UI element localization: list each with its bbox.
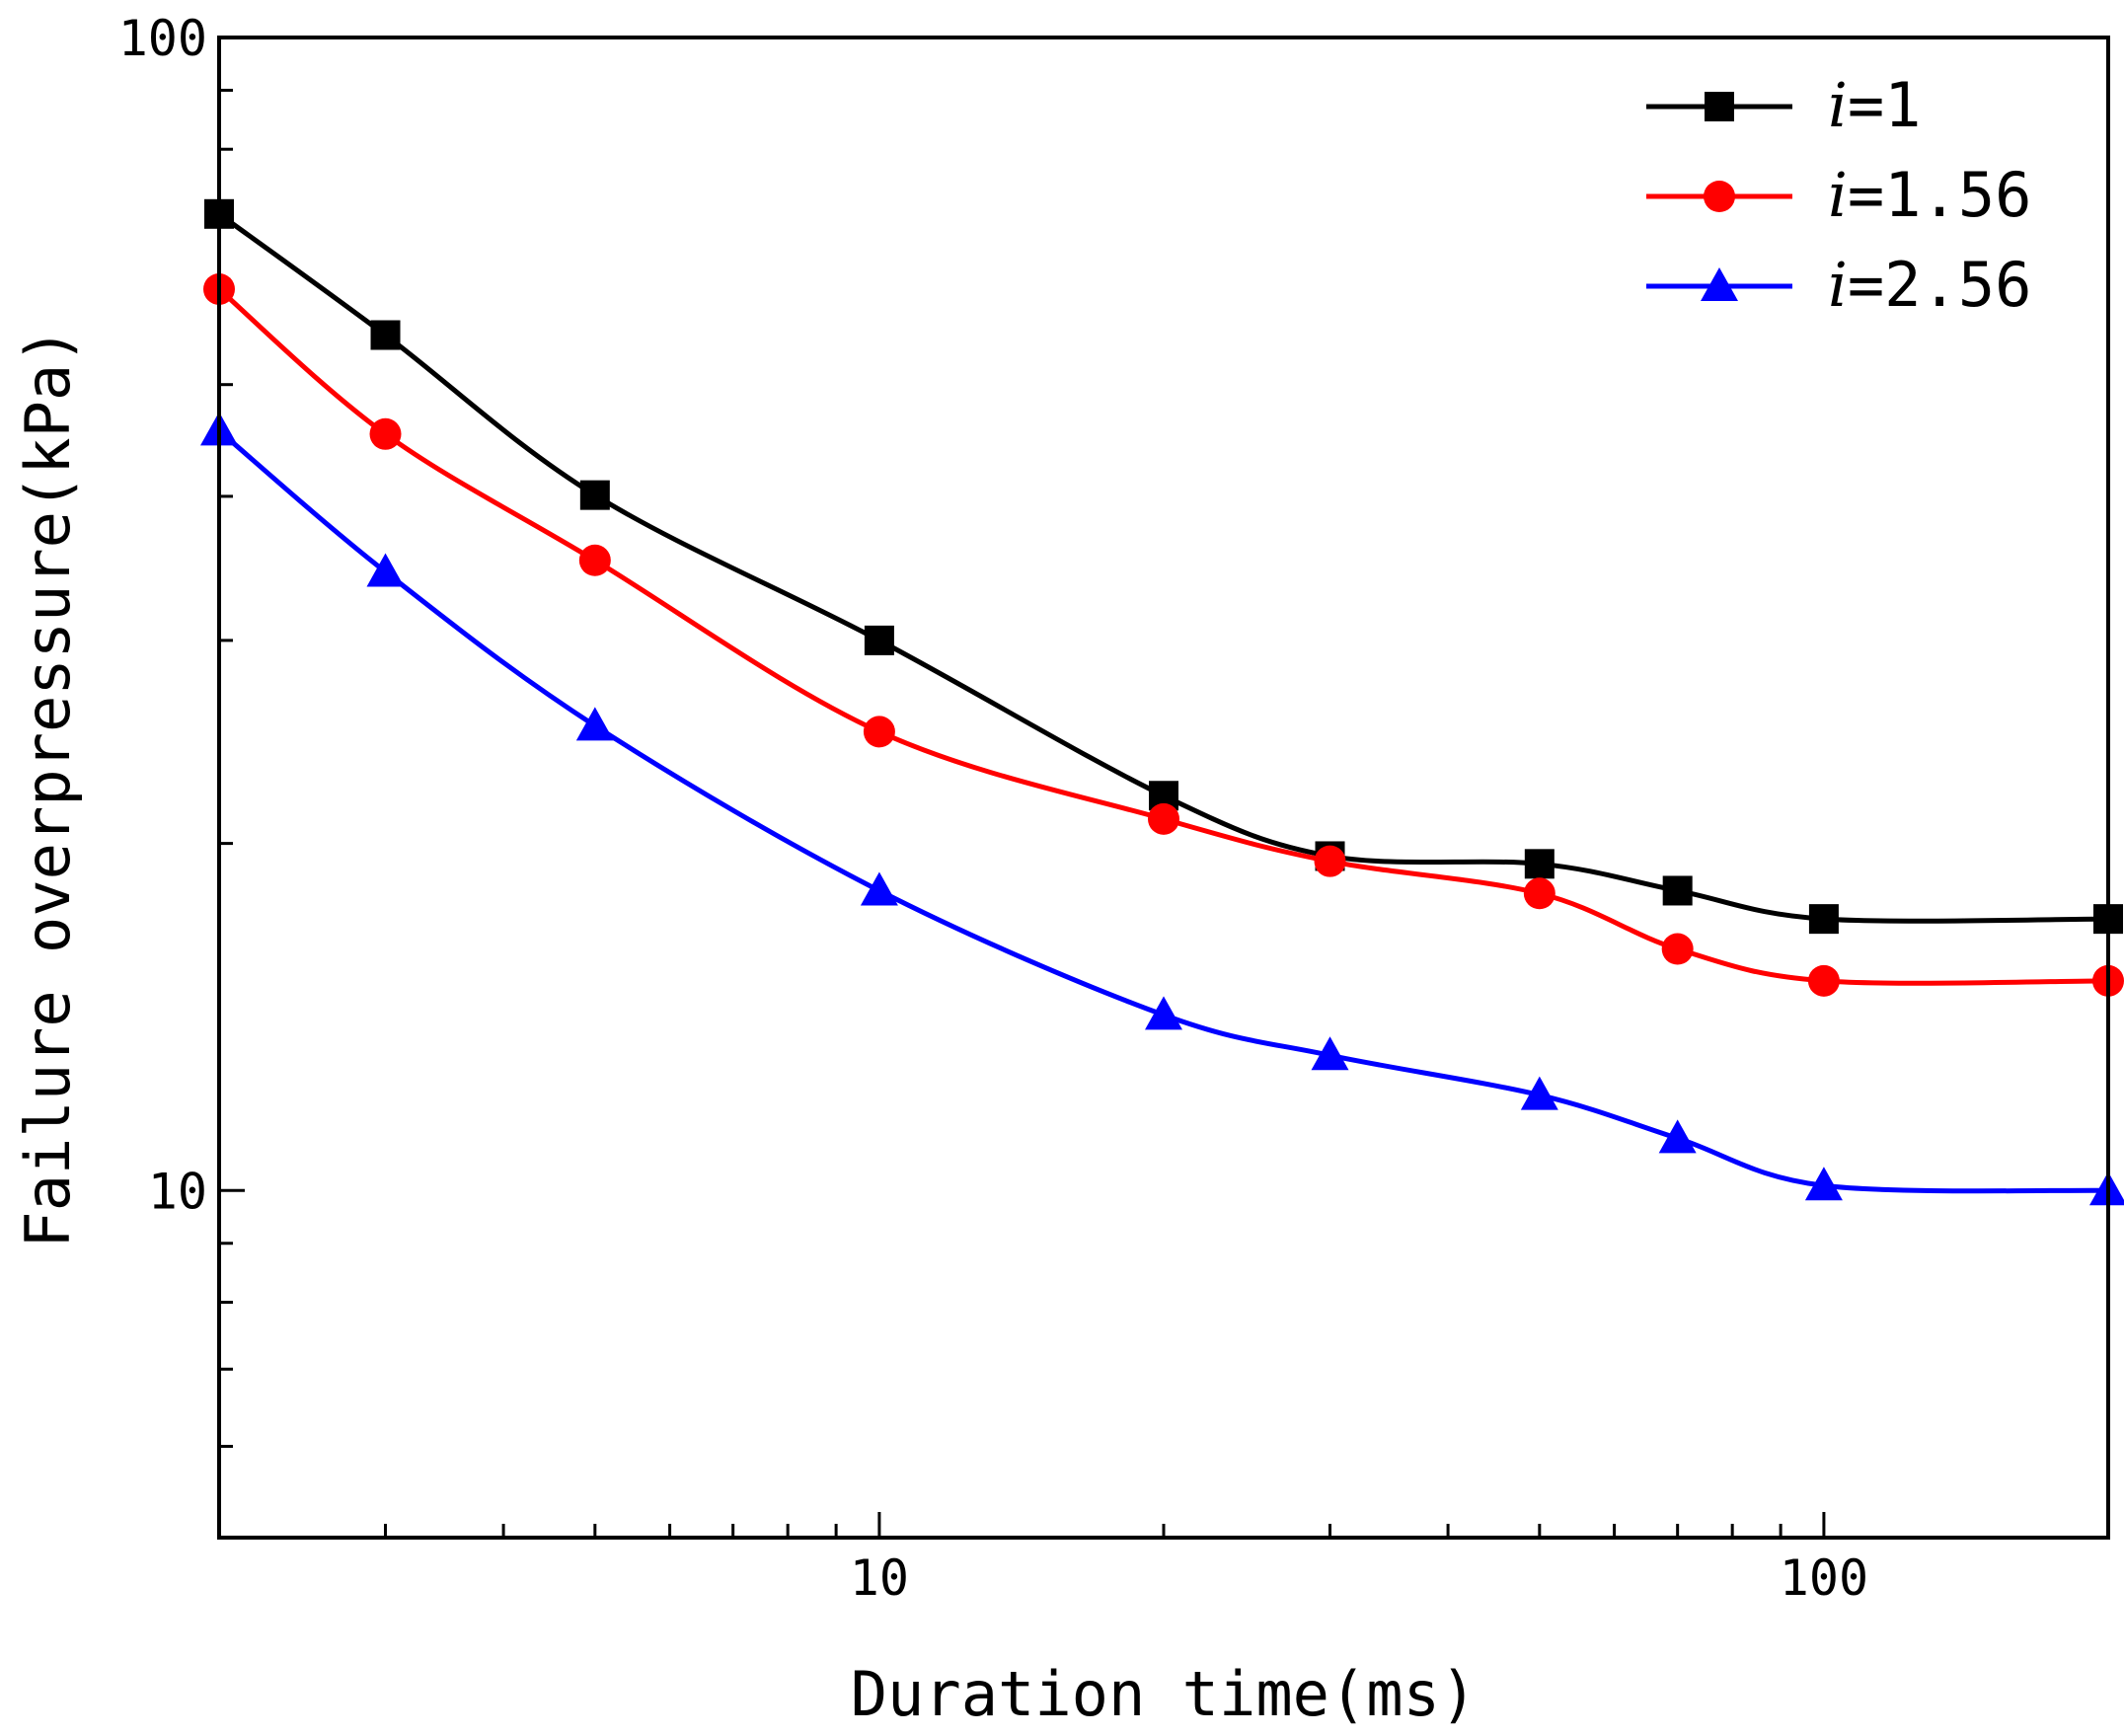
data-point: [1520, 1076, 1558, 1110]
data-point: [1311, 1036, 1349, 1071]
data-point: [1523, 877, 1555, 910]
series-layer: [200, 198, 2124, 1206]
data-point: [369, 417, 402, 450]
data-point: [863, 716, 895, 748]
series-line: [217, 287, 2109, 986]
legend-marker: [1705, 92, 1734, 121]
data-point: [575, 707, 614, 741]
data-point: [1145, 996, 1182, 1030]
legend-label: i=1: [1828, 69, 1922, 141]
data-point: [1808, 904, 1839, 935]
data-point: [366, 553, 405, 587]
plot-frame: [217, 36, 2110, 1540]
data-point: [1804, 1167, 1843, 1201]
y-tick-label: 100: [118, 10, 207, 67]
legend-item: i=1.56: [1646, 159, 2031, 231]
data-point: [1524, 849, 1555, 879]
data-point: [370, 320, 401, 350]
data-point: [1662, 875, 1693, 906]
tick-labels: 10 100 10 100: [118, 10, 1868, 1607]
legend-marker: [1704, 181, 1735, 212]
series-2: [203, 272, 2124, 997]
data-point: [1314, 845, 1346, 877]
data-point: [1658, 1119, 1697, 1154]
y-tick-label: 10: [148, 1163, 207, 1220]
data-point: [864, 625, 894, 655]
legend-item: i=1: [1646, 69, 1922, 141]
data-point: [1148, 802, 1179, 835]
legend: i=1 i=1.56 i=2.56: [1646, 69, 2031, 321]
data-point: [860, 871, 898, 906]
data-point: [1661, 933, 1694, 965]
x-tick-label: 100: [1780, 1549, 1868, 1607]
series-3: [200, 412, 2124, 1206]
data-point: [578, 544, 611, 576]
legend-item: i=2.56: [1646, 249, 2031, 321]
x-tick-label: 10: [850, 1549, 909, 1607]
x-axis-title: Duration time(ms): [851, 1658, 1478, 1730]
data-point: [1807, 964, 1840, 997]
legend-label: i=1.56: [1828, 159, 2031, 231]
y-axis-title: Failure overpressure(kPa): [12, 327, 84, 1247]
legend-marker: [1701, 267, 1738, 301]
legend-label: i=2.56: [1828, 249, 2031, 321]
series-line: [217, 428, 2109, 1194]
data-point: [579, 480, 610, 510]
